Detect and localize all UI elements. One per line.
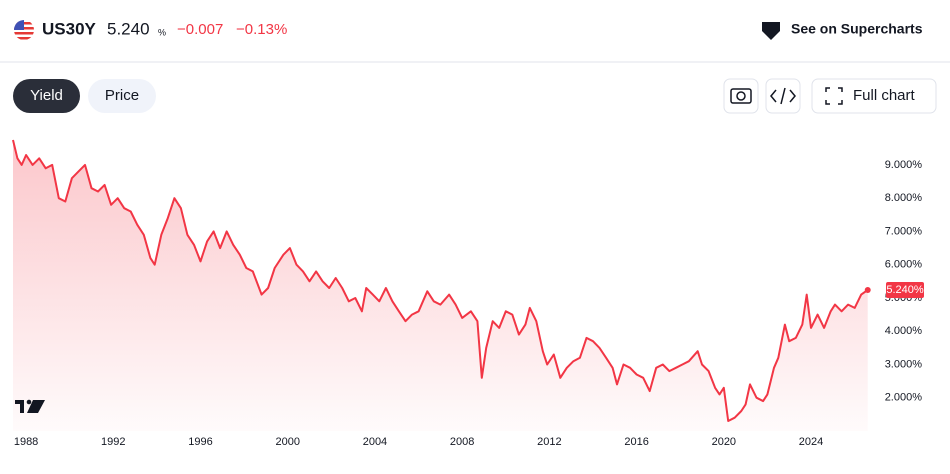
tab-label: Price (105, 87, 139, 104)
x-tick-label: 2012 (537, 436, 561, 448)
y-tick-label: 7.000% (885, 225, 923, 237)
full-chart-label: Full chart (853, 87, 916, 104)
price: 5.240 (107, 19, 150, 38)
tradingview-logo (15, 399, 45, 413)
tab-bg (88, 79, 156, 113)
x-tick-label: 2024 (799, 436, 823, 448)
x-tick-label: 2008 (450, 436, 474, 448)
x-tick-label: 2004 (363, 436, 387, 448)
y-tick-label: 3.000% (885, 358, 923, 370)
supercharts-label: See on Supercharts (791, 21, 923, 37)
button-bg (811, 78, 937, 114)
yield-tab[interactable]: Yield (13, 79, 80, 113)
embed-button[interactable] (765, 78, 801, 114)
camera-icon (730, 88, 752, 104)
x-tick-label: 2020 (712, 436, 736, 448)
y-tick-label: 9.000% (885, 159, 923, 171)
line (12, 139, 869, 422)
snapshot-button[interactable] (723, 78, 759, 114)
last-value-label: 5.240% (886, 284, 924, 296)
button-bg (723, 78, 759, 114)
flag-icon (14, 20, 34, 40)
last-value-badge (886, 281, 924, 298)
x-tick-label: 1996 (188, 436, 212, 448)
y-tick-label: 2.000% (885, 392, 923, 404)
code-icon (770, 87, 796, 105)
symbol: US30Y (42, 19, 97, 38)
price-tab[interactable]: Price (88, 79, 156, 113)
camera-lens (736, 91, 746, 101)
tab-bg (13, 79, 80, 113)
area (13, 140, 868, 431)
expand-icon (825, 87, 843, 105)
x-tick-label: 2000 (275, 436, 299, 448)
supercharts-link[interactable]: See on Supercharts (762, 21, 923, 40)
x-tick-label: 1988 (14, 436, 38, 448)
full-chart-button[interactable]: Full chart (811, 78, 937, 114)
last-point (864, 286, 871, 293)
tab-label: Yield (30, 87, 63, 104)
change-percent: −0.13% (236, 21, 287, 38)
x-tick-label: 2016 (624, 436, 648, 448)
y-tick-label: 4.000% (885, 325, 923, 337)
y-tick-label: 8.000% (885, 192, 923, 204)
change: −0.007 (177, 21, 223, 38)
y-tick-label: 6.000% (885, 259, 923, 271)
price-unit: % (158, 27, 166, 37)
supercharts-icon (762, 22, 780, 40)
x-tick-label: 1992 (101, 436, 125, 448)
